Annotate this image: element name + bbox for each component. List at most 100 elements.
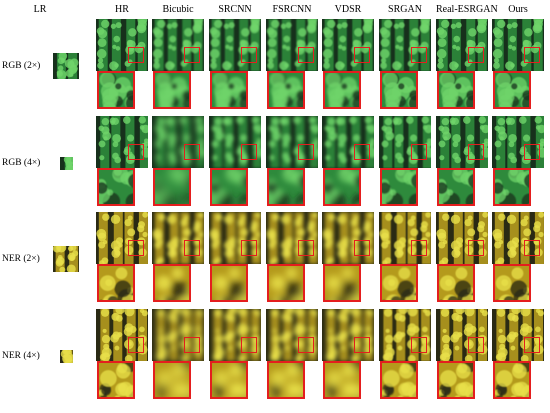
result-image xyxy=(379,309,431,361)
zoomed-crop xyxy=(97,168,135,206)
roi-box xyxy=(411,337,427,353)
result-image xyxy=(209,212,261,264)
result-image xyxy=(209,116,261,168)
result-image xyxy=(492,309,544,361)
roi-box xyxy=(411,47,427,63)
zoomed-crop xyxy=(380,168,418,206)
roi-box xyxy=(298,337,314,353)
result-image xyxy=(379,19,431,71)
lr-input-image xyxy=(59,345,113,368)
result-image xyxy=(436,19,488,71)
roi-box xyxy=(298,47,314,63)
result-image xyxy=(266,212,318,264)
zoomed-crop xyxy=(437,71,475,109)
column-header: VDSR xyxy=(334,4,362,15)
zoomed-crop xyxy=(437,168,475,206)
zoomed-crop xyxy=(323,168,361,206)
roi-box xyxy=(354,47,370,63)
roi-box xyxy=(128,47,144,63)
result-image xyxy=(96,116,148,168)
result-image xyxy=(96,309,148,361)
result-image xyxy=(436,116,488,168)
result-image xyxy=(436,212,488,264)
result-image xyxy=(152,212,204,264)
zoomed-crop xyxy=(153,361,191,399)
roi-box xyxy=(468,47,484,63)
roi-box xyxy=(298,144,314,160)
roi-box xyxy=(241,47,257,63)
roi-box xyxy=(524,144,540,160)
roi-box xyxy=(468,144,484,160)
zoomed-crop xyxy=(210,264,248,302)
roi-box xyxy=(354,240,370,256)
zoomed-crop xyxy=(153,71,191,109)
zoomed-crop xyxy=(493,264,531,302)
zoomed-crop xyxy=(493,361,531,399)
column-header: Ours xyxy=(508,4,528,15)
roi-box xyxy=(354,144,370,160)
roi-box xyxy=(411,144,427,160)
roi-box xyxy=(524,337,540,353)
roi-box xyxy=(411,240,427,256)
result-image xyxy=(492,19,544,71)
lr-input-image xyxy=(53,51,106,84)
zoomed-crop xyxy=(380,361,418,399)
roi-box xyxy=(298,240,314,256)
zoomed-crop xyxy=(267,71,305,109)
column-header-lr: LR xyxy=(33,4,47,15)
result-image xyxy=(152,309,204,361)
result-image xyxy=(266,19,318,71)
roi-box xyxy=(354,337,370,353)
column-header: SRCNN xyxy=(218,4,252,15)
row-label: NER (2×) xyxy=(2,254,40,264)
roi-box xyxy=(241,144,257,160)
zoomed-crop xyxy=(437,361,475,399)
zoomed-crop xyxy=(97,71,135,109)
zoomed-crop xyxy=(267,168,305,206)
zoomed-crop xyxy=(267,361,305,399)
roi-box xyxy=(468,337,484,353)
roi-box xyxy=(524,240,540,256)
zoomed-crop xyxy=(210,168,248,206)
result-image xyxy=(152,116,204,168)
row-label: NER (4×) xyxy=(2,351,40,361)
result-image xyxy=(322,309,374,361)
roi-box xyxy=(241,240,257,256)
zoomed-crop xyxy=(380,71,418,109)
result-image xyxy=(322,116,374,168)
zoomed-crop xyxy=(323,264,361,302)
result-image xyxy=(379,116,431,168)
result-image xyxy=(266,309,318,361)
result-image xyxy=(322,19,374,71)
zoomed-crop xyxy=(210,361,248,399)
lr-input-image xyxy=(52,242,105,277)
zoomed-crop xyxy=(380,264,418,302)
roi-box xyxy=(128,337,144,353)
roi-box xyxy=(524,47,540,63)
lr-input-image xyxy=(59,153,112,175)
roi-box xyxy=(184,337,200,353)
result-image xyxy=(266,116,318,168)
result-image xyxy=(209,309,261,361)
roi-box xyxy=(128,144,144,160)
result-image xyxy=(209,19,261,71)
zoomed-crop xyxy=(210,71,248,109)
roi-box xyxy=(128,240,144,256)
zoomed-crop xyxy=(493,168,531,206)
result-image xyxy=(322,212,374,264)
zoomed-crop xyxy=(153,168,191,206)
column-header: FSRCNN xyxy=(272,4,312,15)
zoomed-crop xyxy=(323,71,361,109)
result-image xyxy=(379,212,431,264)
roi-box xyxy=(184,240,200,256)
row-label: RGB (4×) xyxy=(2,158,41,168)
zoomed-crop xyxy=(323,361,361,399)
column-header: Bicubic xyxy=(162,4,194,15)
zoomed-crop xyxy=(493,71,531,109)
column-header: Real-ESRGAN xyxy=(436,4,498,15)
zoomed-crop xyxy=(267,264,305,302)
roi-box xyxy=(468,240,484,256)
result-image xyxy=(96,212,148,264)
roi-box xyxy=(241,337,257,353)
result-image xyxy=(492,116,544,168)
